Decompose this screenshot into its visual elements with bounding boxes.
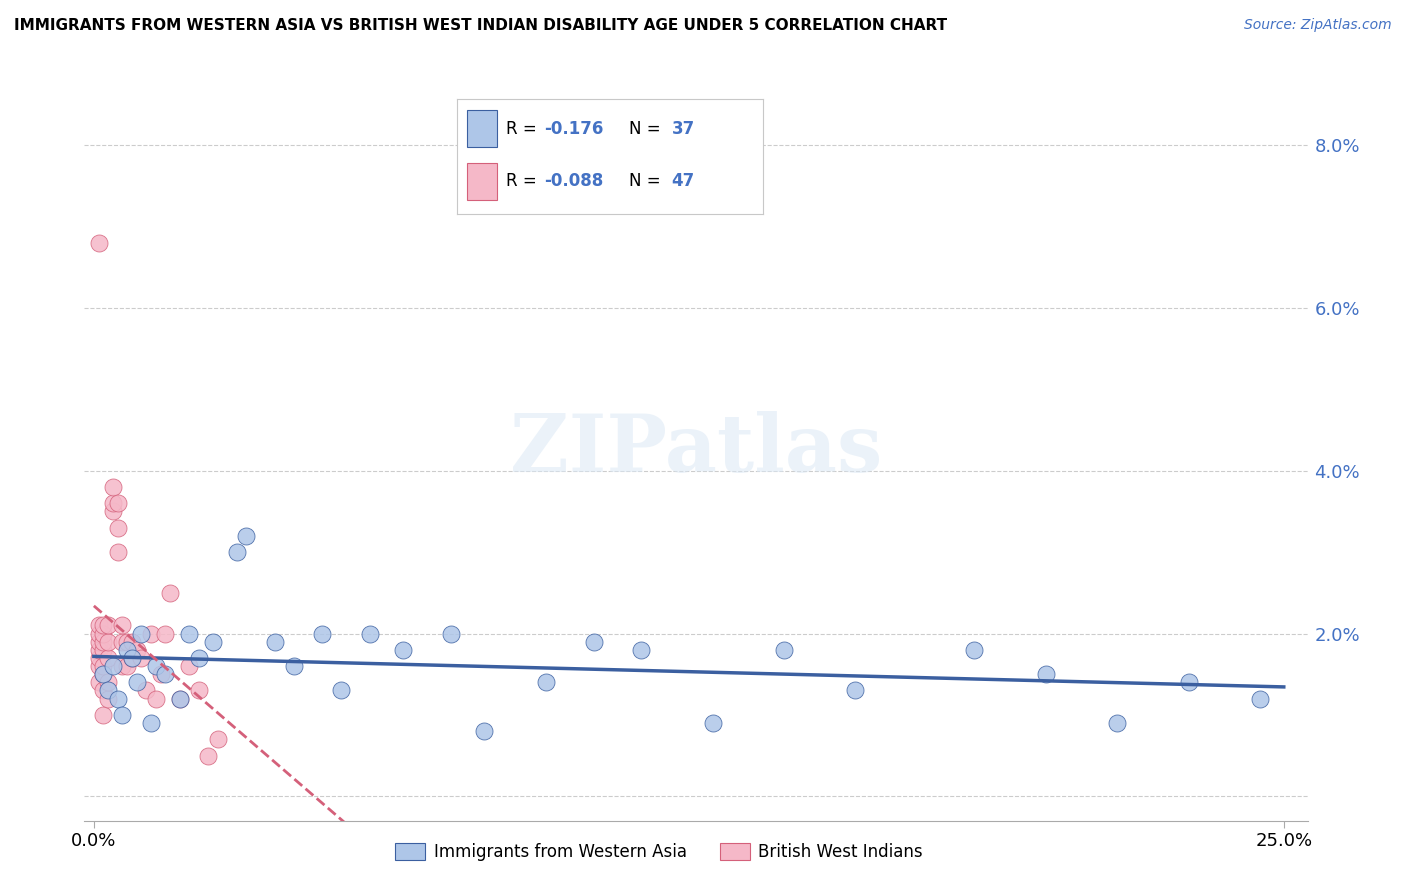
Point — [131, 651, 153, 665]
Point — [702, 716, 724, 731]
Point — [177, 659, 200, 673]
Point — [87, 626, 110, 640]
Point — [1035, 667, 1057, 681]
Point — [107, 496, 129, 510]
Point — [359, 626, 381, 640]
Point — [139, 626, 162, 640]
Point — [111, 659, 134, 673]
Point — [169, 691, 191, 706]
Point — [1249, 691, 1271, 706]
Point — [131, 626, 153, 640]
Point — [472, 724, 495, 739]
Point — [169, 691, 191, 706]
Point — [1177, 675, 1199, 690]
Text: IMMIGRANTS FROM WESTERN ASIA VS BRITISH WEST INDIAN DISABILITY AGE UNDER 5 CORRE: IMMIGRANTS FROM WESTERN ASIA VS BRITISH … — [14, 18, 948, 33]
Point — [97, 691, 120, 706]
Point — [263, 634, 285, 648]
Text: ZIPatlas: ZIPatlas — [510, 411, 882, 490]
Point — [107, 521, 129, 535]
Legend: Immigrants from Western Asia, British West Indians: Immigrants from Western Asia, British We… — [389, 837, 929, 868]
Point — [101, 504, 124, 518]
Point — [207, 732, 229, 747]
Point — [963, 642, 986, 657]
Point — [97, 651, 120, 665]
Point — [630, 642, 652, 657]
Point — [197, 748, 219, 763]
Point — [187, 651, 209, 665]
Point — [87, 642, 110, 657]
Point — [107, 691, 129, 706]
Point — [235, 529, 257, 543]
Point — [111, 618, 134, 632]
Point — [97, 618, 120, 632]
Point — [135, 683, 157, 698]
Point — [121, 651, 143, 665]
Point — [330, 683, 353, 698]
Point — [534, 675, 557, 690]
Point — [125, 675, 148, 690]
Point — [155, 667, 177, 681]
Point — [93, 707, 115, 722]
Point — [139, 716, 162, 731]
Point — [582, 634, 605, 648]
Point — [121, 634, 143, 648]
Point — [87, 235, 110, 250]
Point — [121, 651, 143, 665]
Point — [115, 659, 138, 673]
Text: Source: ZipAtlas.com: Source: ZipAtlas.com — [1244, 18, 1392, 32]
Point — [101, 496, 124, 510]
Point — [392, 642, 415, 657]
Point — [111, 707, 134, 722]
Point — [149, 667, 172, 681]
Point — [145, 691, 167, 706]
Point — [283, 659, 305, 673]
Point — [1107, 716, 1129, 731]
Point — [115, 642, 138, 657]
Point — [773, 642, 796, 657]
Point — [93, 618, 115, 632]
Point — [93, 667, 115, 681]
Point — [97, 683, 120, 698]
Point — [311, 626, 333, 640]
Point — [115, 634, 138, 648]
Point — [159, 586, 181, 600]
Point — [87, 651, 110, 665]
Point — [225, 545, 247, 559]
Point — [440, 626, 463, 640]
Point — [93, 667, 115, 681]
Point — [87, 618, 110, 632]
Point — [93, 683, 115, 698]
Point — [101, 659, 124, 673]
Point — [87, 659, 110, 673]
Point — [844, 683, 866, 698]
Point — [155, 626, 177, 640]
Point — [93, 659, 115, 673]
Point — [97, 675, 120, 690]
Point — [97, 634, 120, 648]
Point — [101, 480, 124, 494]
Point — [201, 634, 224, 648]
Point — [125, 642, 148, 657]
Point — [107, 545, 129, 559]
Point — [111, 634, 134, 648]
Point — [177, 626, 200, 640]
Point — [87, 675, 110, 690]
Point — [87, 634, 110, 648]
Point — [93, 642, 115, 657]
Point — [187, 683, 209, 698]
Point — [93, 634, 115, 648]
Point — [145, 659, 167, 673]
Point — [93, 626, 115, 640]
